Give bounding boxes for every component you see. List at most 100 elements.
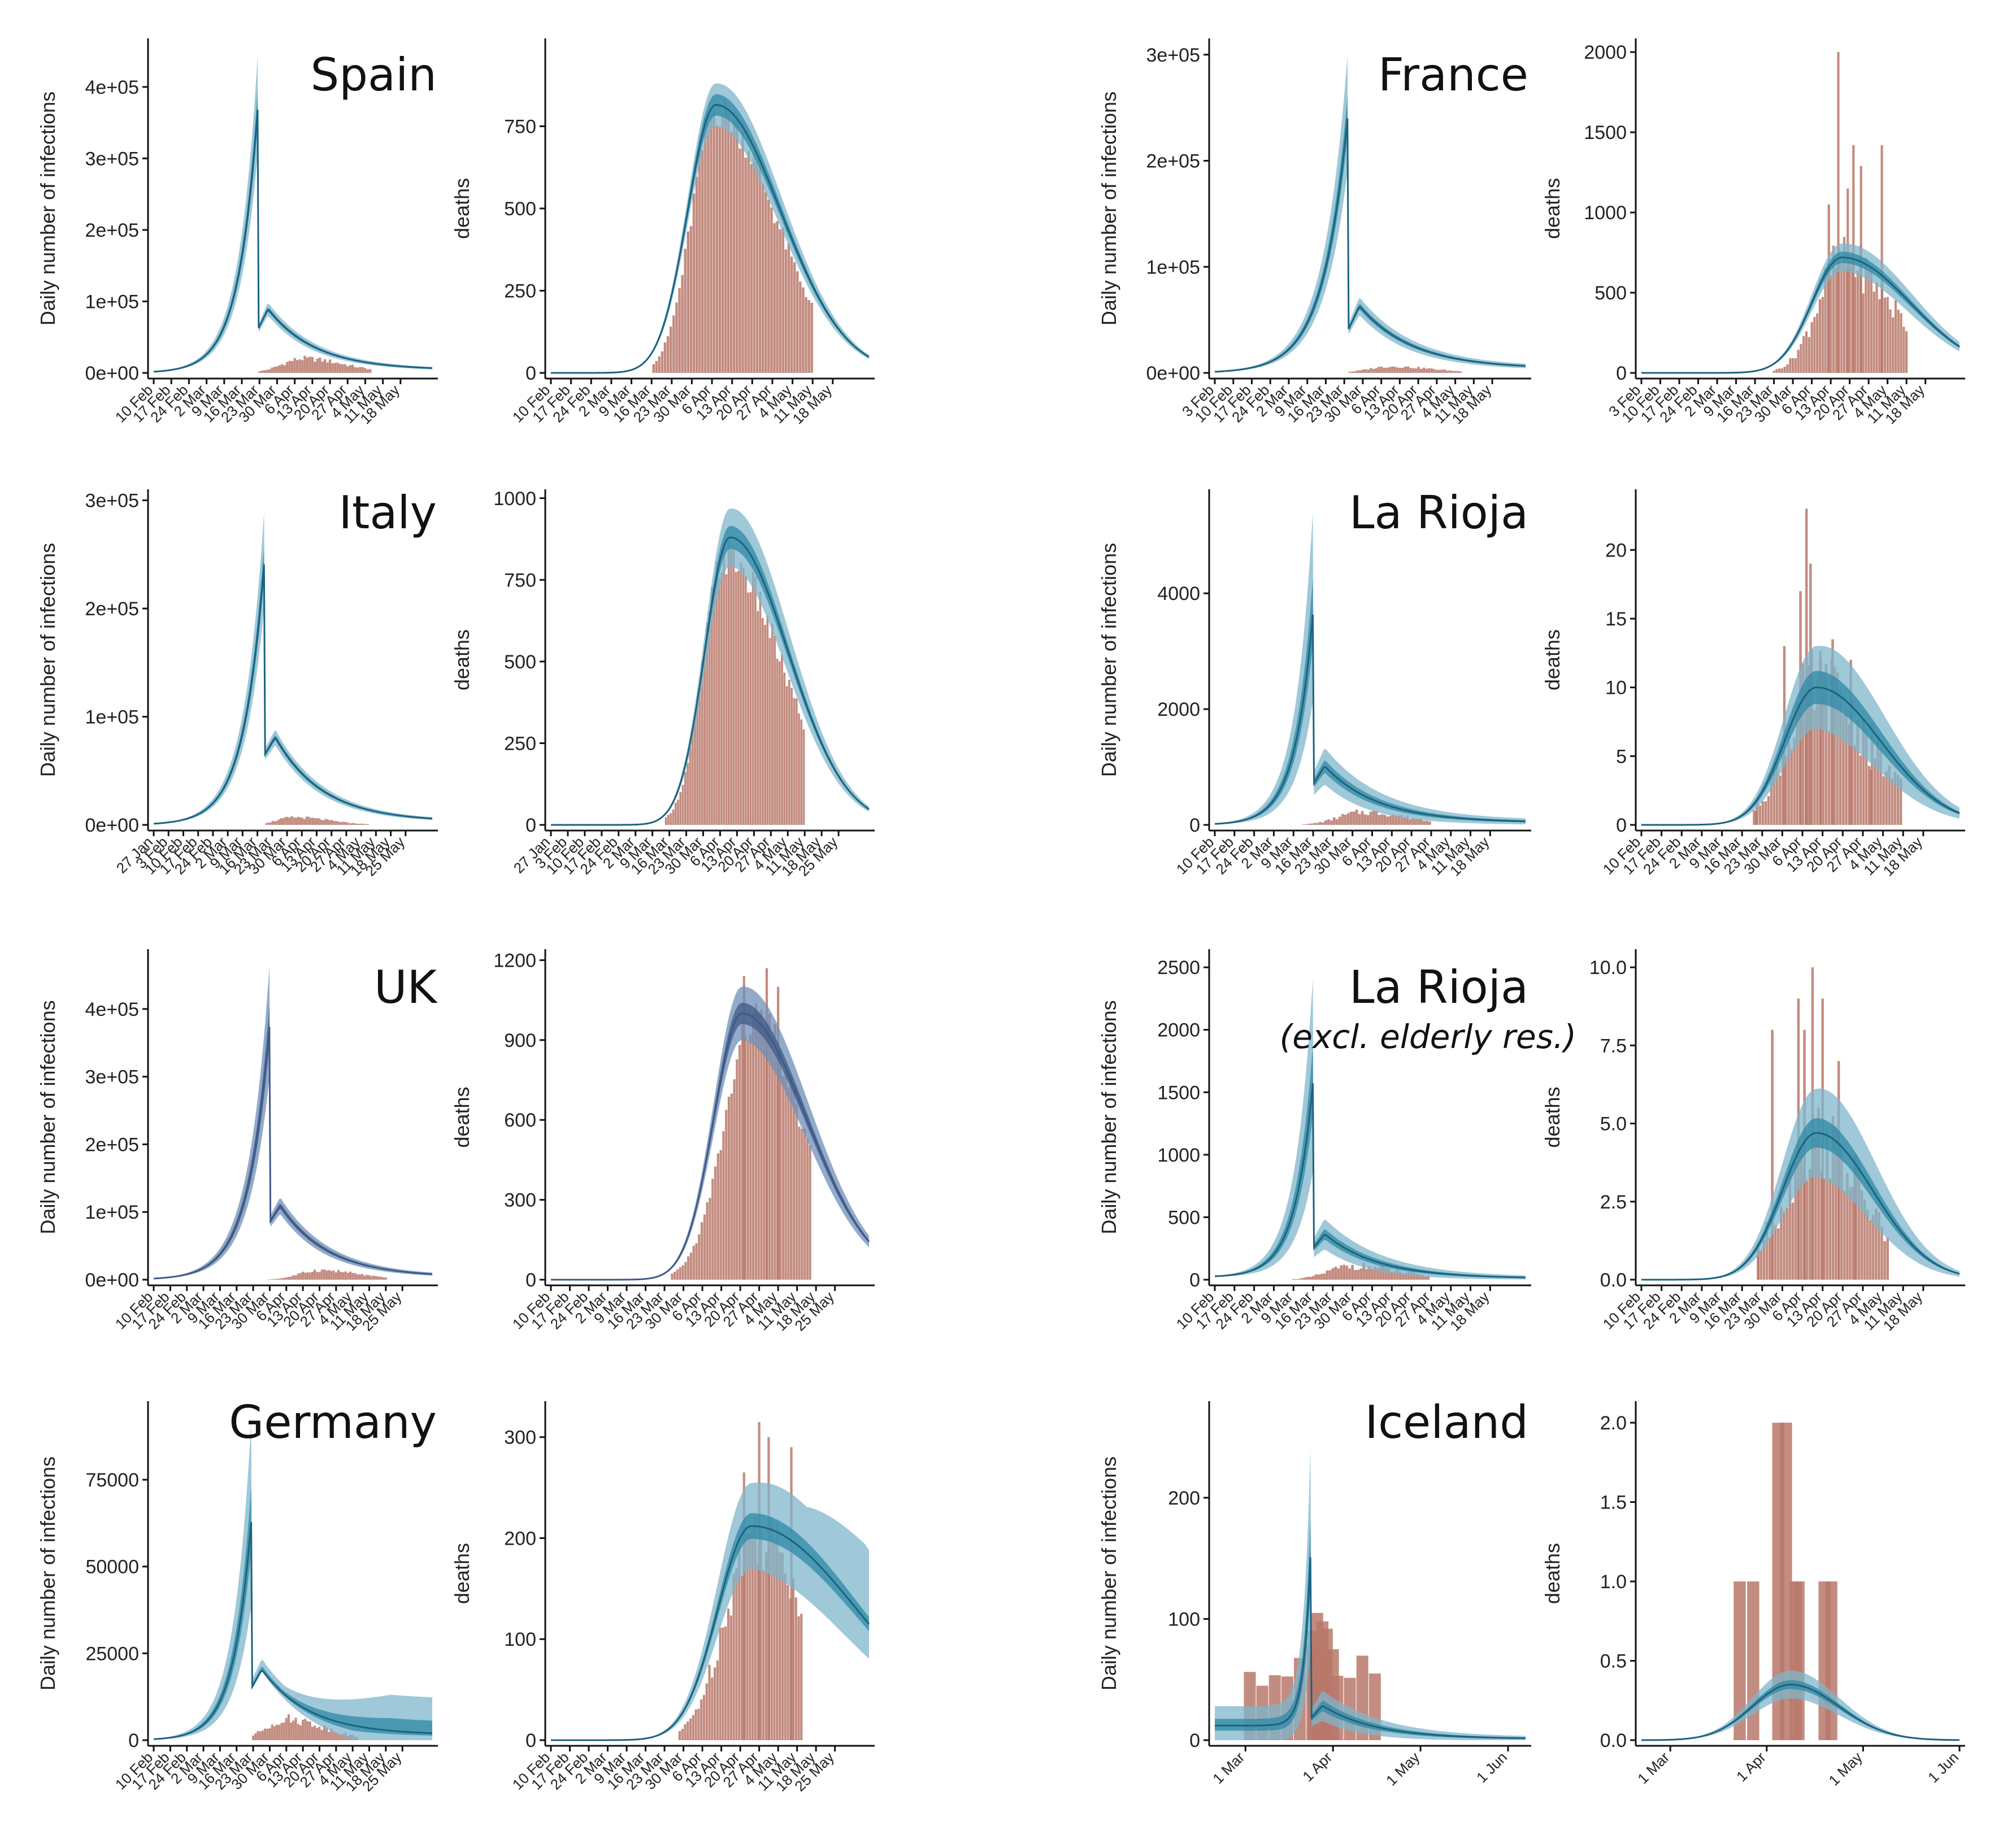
bar — [676, 1269, 679, 1280]
x-tick-label: 1 Mar — [1209, 1749, 1248, 1787]
la-rioja-deaths-band-outer — [1641, 646, 1959, 825]
bar — [687, 1256, 690, 1280]
bar — [306, 1721, 309, 1740]
bar — [1794, 1162, 1797, 1280]
bar — [1786, 364, 1789, 373]
bar — [793, 262, 796, 373]
bar — [1406, 366, 1410, 373]
bar — [1351, 371, 1354, 373]
bar — [287, 1714, 290, 1740]
bar — [1754, 811, 1758, 825]
germany-deaths-bars — [678, 1422, 803, 1740]
bar — [801, 1128, 803, 1280]
bar — [341, 364, 344, 373]
bar — [806, 1138, 809, 1280]
bar — [1407, 1271, 1410, 1280]
bar — [675, 302, 678, 373]
y-tick-label: 2500 — [1157, 957, 1200, 979]
spain-deaths-mean-line — [551, 104, 870, 374]
bar — [750, 164, 753, 373]
bar — [1379, 1266, 1382, 1280]
la-rioja-excl-deaths-ylabel: deaths — [1541, 1086, 1564, 1147]
bar — [1452, 371, 1454, 373]
bar — [1878, 299, 1881, 373]
bar — [333, 363, 337, 373]
bar — [293, 358, 296, 373]
y-tick-label: 1e+05 — [1146, 257, 1201, 278]
bar — [307, 816, 310, 825]
y-tick-label: 7.5 — [1600, 1035, 1627, 1057]
bar — [298, 359, 301, 373]
bar — [318, 818, 320, 825]
bar — [742, 567, 745, 825]
bar — [787, 1087, 790, 1280]
bar — [1406, 815, 1409, 825]
bar — [727, 1609, 730, 1740]
bar — [1783, 367, 1786, 373]
france-infections-title: France — [1378, 49, 1528, 101]
bar — [1794, 358, 1797, 373]
bar — [1417, 819, 1420, 825]
y-tick-label: 1500 — [1584, 122, 1627, 144]
bar — [359, 367, 362, 373]
uk-deaths-band-outer — [551, 986, 869, 1280]
bar — [1380, 367, 1383, 373]
bar — [327, 819, 329, 825]
y-tick-label: 0.5 — [1600, 1651, 1627, 1672]
bar — [787, 1585, 789, 1740]
france-infections-bars — [1348, 366, 1462, 373]
spain-infections-ylabel: Daily number of infections — [36, 92, 59, 325]
bar — [741, 1024, 744, 1280]
bar — [802, 729, 805, 825]
bar — [1421, 1274, 1424, 1280]
bar — [684, 249, 687, 373]
bar — [1420, 368, 1423, 373]
y-tick-label: 0e+00 — [1146, 363, 1201, 384]
bar — [263, 370, 266, 373]
france-deaths-bars — [1772, 52, 1908, 373]
bar — [733, 1079, 736, 1280]
bar — [1361, 811, 1364, 825]
bar — [1420, 819, 1423, 825]
bar — [724, 98, 727, 373]
bar — [1374, 1266, 1376, 1280]
bar — [349, 365, 351, 373]
la-rioja-excl-infections-mean-line — [1214, 1083, 1526, 1279]
italy-infections-title: Italy — [338, 486, 437, 539]
bar — [331, 363, 334, 373]
bar — [1862, 720, 1865, 825]
bar — [1883, 297, 1886, 373]
bar — [666, 336, 670, 373]
bar — [1444, 370, 1446, 373]
y-tick-label: 100 — [1168, 1609, 1200, 1630]
bar — [276, 820, 278, 825]
bar — [334, 1272, 337, 1280]
bar — [1849, 1187, 1852, 1280]
bar — [268, 369, 271, 373]
bar — [1834, 1125, 1837, 1280]
bar — [375, 1276, 378, 1280]
uk-deaths-mean-line — [551, 1012, 870, 1281]
bar — [358, 824, 360, 825]
bar — [1842, 714, 1845, 825]
bar — [703, 1214, 706, 1280]
bar — [261, 1730, 264, 1740]
bar — [689, 226, 693, 373]
bar — [265, 823, 268, 825]
bar — [766, 615, 769, 825]
bar — [306, 1272, 309, 1280]
y-tick-label: 500 — [1594, 282, 1627, 304]
bar — [1859, 755, 1862, 825]
bar — [1369, 811, 1372, 825]
bar — [1770, 777, 1773, 825]
la-rioja-excl-infections-band-inner — [1215, 1046, 1526, 1279]
bar — [294, 818, 297, 825]
y-tick-label: 20 — [1605, 540, 1627, 561]
bar — [293, 817, 295, 825]
bar — [730, 546, 733, 825]
bar — [1843, 237, 1846, 373]
bar — [1335, 819, 1339, 825]
bar — [1380, 814, 1384, 825]
